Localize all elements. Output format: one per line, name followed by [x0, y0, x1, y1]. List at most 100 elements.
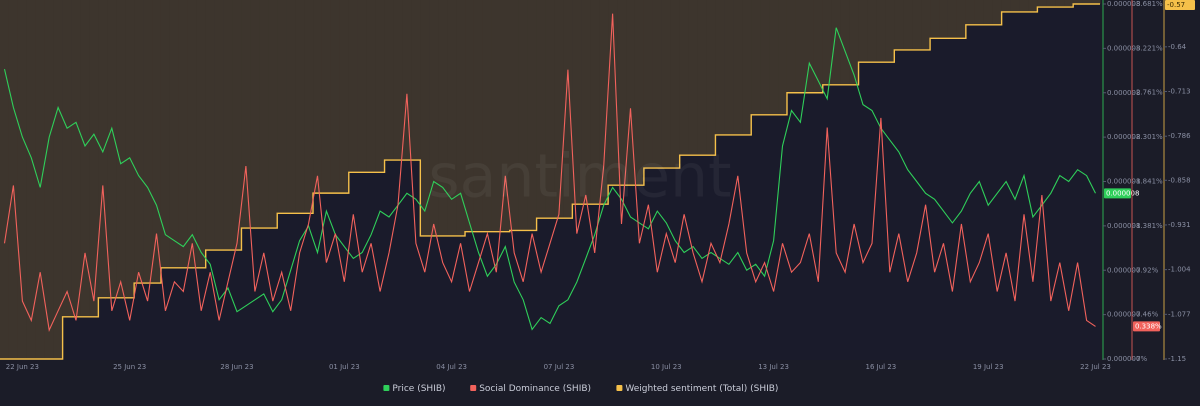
sentiment-area: [196, 0, 207, 268]
sentiment-area: [339, 0, 350, 194]
sentiment-area: [894, 0, 904, 50]
sentiment-area: [160, 0, 171, 268]
sentiment-area: [733, 0, 743, 135]
sentiment-area: [939, 0, 949, 39]
sentiment-area: [8, 0, 19, 359]
sentiment-area: [348, 0, 359, 173]
sentiment-area: [912, 0, 922, 50]
sentiment-area: [286, 0, 296, 214]
y-tick-label: -0.931: [1168, 221, 1191, 229]
y-tick-label: 0.92%: [1136, 266, 1159, 274]
y-tick-label: 0.46%: [1136, 311, 1159, 319]
sentiment-area: [205, 0, 216, 251]
sentiment-area: [384, 0, 394, 161]
sentiment-area: [169, 0, 180, 268]
y-tick-label: -0.713: [1168, 88, 1191, 96]
sentiment-area: [876, 0, 886, 63]
sentiment-area: [402, 0, 412, 161]
sentiment-area: [804, 0, 815, 93]
sentiment-area: [581, 0, 591, 205]
sentiment-area: [867, 0, 877, 63]
sentiment-area: [822, 0, 833, 85]
sentiment-area: [1091, 0, 1101, 4]
sentiment-area: [482, 0, 493, 232]
sentiment-area: [53, 0, 64, 359]
value-badge-label: -0.57: [1167, 1, 1185, 9]
sentiment-area: [956, 0, 967, 39]
sentiment-area: [1073, 0, 1083, 4]
sentiment-area: [259, 0, 269, 229]
y-tick-label: 0.000008: [1107, 89, 1140, 97]
sentiment-area: [724, 0, 734, 135]
layers: [0, 0, 1101, 360]
sentiment-area: [778, 0, 788, 115]
sentiment-area: [268, 0, 278, 229]
sentiment-area: [921, 0, 931, 50]
sentiment-area: [554, 0, 564, 219]
sentiment-area: [626, 0, 636, 186]
sentiment-area: [1028, 0, 1038, 12]
x-tick-label: 25 Jun 23: [113, 363, 146, 371]
sentiment-area: [17, 0, 28, 359]
sentiment-area: [742, 0, 752, 135]
sentiment-area: [697, 0, 708, 156]
sentiment-area: [26, 0, 37, 359]
sentiment-area: [393, 0, 403, 161]
sentiment-area: [1046, 0, 1056, 8]
sentiment-area: [241, 0, 251, 229]
sentiment-area: [947, 0, 958, 39]
x-tick-label: 16 Jul 23: [866, 363, 897, 371]
legend-label: Weighted sentiment (Total) (SHIB): [625, 384, 778, 394]
value-badge: [1165, 0, 1195, 10]
y-tick-label: -0.786: [1168, 132, 1191, 140]
sentiment-area: [98, 0, 108, 298]
sentiment-area: [590, 0, 600, 205]
sentiment-area: [903, 0, 913, 50]
sentiment-area: [366, 0, 377, 173]
x-tick-label: 07 Jul 23: [544, 363, 575, 371]
value-badge: [1104, 188, 1131, 199]
series-line: [3, 27, 1096, 331]
sentiment-area: [608, 0, 618, 186]
sentiment-area: [1064, 0, 1074, 8]
value-badge-label: 0.000008: [1106, 189, 1139, 197]
sentiment-area: [71, 0, 81, 317]
sentiment-area: [80, 0, 90, 317]
sentiment-area: [178, 0, 189, 268]
sentiment-area: [277, 0, 287, 214]
sentiment-area: [116, 0, 126, 298]
sentiment-area: [429, 0, 439, 236]
sentiment-area: [536, 0, 547, 219]
sentiment-area: [563, 0, 573, 219]
sentiment-area: [214, 0, 225, 251]
sentiment-area: [456, 0, 466, 236]
sentiment-area: [35, 0, 46, 359]
sentiment-area: [473, 0, 484, 232]
sentiment-area: [1019, 0, 1029, 12]
sentiment-area: [617, 0, 627, 186]
y-tick-label: -0.858: [1168, 176, 1191, 184]
y-tick-label: 0.000008: [1107, 0, 1140, 8]
sentiment-area: [1082, 0, 1092, 4]
sentiment-area: [125, 0, 135, 298]
y-tick-label: 0.000007: [1107, 311, 1140, 319]
y-tick-label: 2.761%: [1136, 89, 1163, 97]
sentiment-area: [500, 0, 511, 232]
sentiment-area: [706, 0, 716, 156]
sentiment-area: [545, 0, 555, 219]
x-tick-label: 22 Jun 23: [6, 363, 39, 371]
sentiment-area: [643, 0, 654, 169]
sentiment-area: [232, 0, 242, 251]
sentiment-area: [1037, 0, 1047, 8]
sentiment-area: [688, 0, 699, 156]
sentiment-area: [992, 0, 1003, 25]
value-badge-label: 0.338%: [1135, 322, 1162, 330]
legend-swatch: [616, 385, 623, 391]
sentiment-area: [465, 0, 475, 232]
y-tick-label: 3.221%: [1136, 44, 1163, 52]
sentiment-area: [330, 0, 341, 194]
y-tick-label: 3.681%: [1136, 0, 1163, 8]
sentiment-area: [786, 0, 797, 93]
sentiment-area: [295, 0, 305, 214]
y-tick-label: -1.077: [1168, 310, 1191, 318]
